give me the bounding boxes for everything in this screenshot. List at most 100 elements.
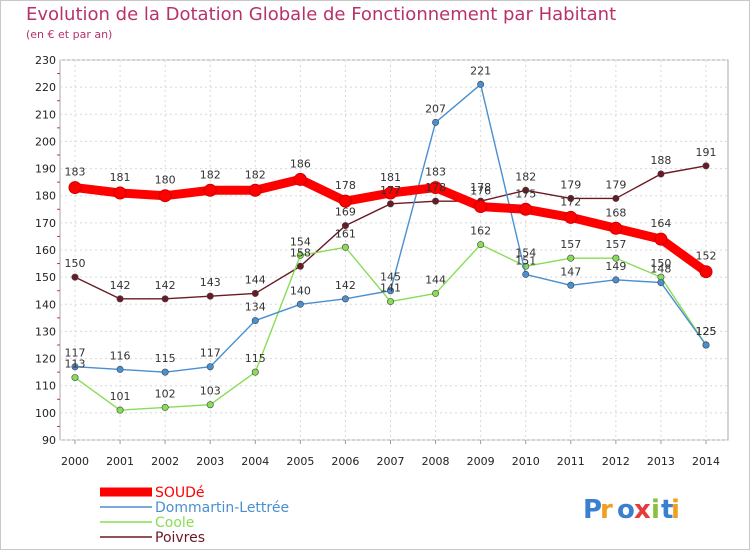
- y-tick-label: 90: [42, 434, 56, 447]
- logo-letter: i: [671, 495, 680, 525]
- data-label: 168: [605, 206, 626, 219]
- data-label: 101: [110, 390, 131, 403]
- series-group: [68, 80, 713, 414]
- data-point: [341, 222, 349, 230]
- data-point: [609, 221, 623, 235]
- legend-label: Poivres: [155, 530, 205, 546]
- data-labels: 183 181 180 182 182 186 178 181 183 176 175 172 168 1…: [65, 64, 717, 403]
- data-point: [657, 170, 665, 178]
- data-label: 180: [155, 174, 176, 187]
- data-point: [203, 183, 217, 197]
- data-point: [251, 317, 259, 325]
- data-label: 149: [605, 260, 626, 273]
- x-tick-label: 2003: [196, 455, 224, 468]
- data-label: 154: [290, 235, 311, 248]
- proxiti-logo: Pr o x i ti: [583, 495, 680, 525]
- logo-letter: o: [617, 495, 635, 525]
- data-point: [386, 287, 394, 295]
- data-point: [341, 295, 349, 303]
- legend-label: Dommartin-Lettrée: [155, 500, 289, 516]
- data-point: [68, 181, 82, 195]
- data-point: [71, 374, 79, 382]
- data-point: [248, 183, 262, 197]
- data-label: 179: [560, 178, 581, 191]
- data-label: 152: [696, 250, 717, 263]
- data-label: 141: [380, 282, 401, 295]
- data-point: [116, 365, 124, 373]
- data-point: [386, 200, 394, 208]
- data-label: 117: [65, 347, 86, 360]
- x-tick-label: 2014: [692, 455, 720, 468]
- x-tick-label: 2007: [377, 455, 405, 468]
- data-point: [564, 210, 578, 224]
- data-label: 182: [200, 168, 221, 181]
- data-label: 188: [650, 154, 671, 167]
- data-point: [206, 363, 214, 371]
- y-tick-label: 160: [35, 244, 56, 257]
- y-tick-label: 220: [35, 81, 56, 94]
- data-point: [161, 368, 169, 376]
- x-tick-label: 2002: [151, 455, 179, 468]
- data-label: 144: [425, 273, 446, 286]
- data-label: 181: [380, 171, 401, 184]
- logo-letter: P: [583, 495, 602, 525]
- data-label: 150: [65, 257, 86, 270]
- data-point: [432, 118, 440, 126]
- legend-label: Coole: [155, 515, 194, 531]
- data-point: [251, 289, 259, 297]
- data-point: [341, 243, 349, 251]
- data-point: [296, 251, 304, 259]
- y-tick-label: 150: [35, 271, 56, 284]
- y-axis-ticks: 90 100 110 120 130 140 150 160 170 180 190 200 210 22…: [35, 54, 56, 447]
- y-tick-label: 100: [35, 407, 56, 420]
- logo-letter: r: [600, 495, 613, 525]
- data-label: 182: [515, 170, 536, 183]
- data-label: 178: [425, 181, 446, 194]
- data-point: [251, 368, 259, 376]
- x-tick-label: 2013: [647, 455, 675, 468]
- data-point: [567, 254, 575, 262]
- data-point: [432, 197, 440, 205]
- chart-subtitle: (en € et par an): [26, 28, 113, 41]
- data-point: [158, 189, 172, 203]
- data-point: [477, 241, 485, 249]
- data-label: 115: [245, 352, 266, 365]
- data-point: [386, 298, 394, 306]
- data-label: 157: [605, 238, 626, 251]
- x-tick-label: 2006: [331, 455, 359, 468]
- data-point: [612, 276, 620, 284]
- data-label: 164: [650, 217, 671, 230]
- y-tick-label: 190: [35, 163, 56, 176]
- data-label: 177: [380, 184, 401, 197]
- data-point: [384, 186, 397, 200]
- data-point: [206, 401, 214, 409]
- data-label: 186: [290, 157, 311, 170]
- data-label: 148: [650, 263, 671, 276]
- data-label: 183: [65, 166, 86, 179]
- data-point: [113, 186, 127, 200]
- axes: [57, 73, 707, 444]
- data-label: 144: [245, 273, 266, 286]
- data-label: 125: [696, 325, 717, 338]
- data-label: 207: [425, 102, 446, 115]
- data-point: [612, 254, 620, 262]
- y-tick-label: 230: [35, 54, 56, 67]
- data-point: [116, 406, 124, 414]
- chart-title: Evolution de la Dotation Globale de Fonc…: [26, 4, 617, 25]
- x-tick-label: 2004: [241, 455, 269, 468]
- data-label: 183: [425, 166, 446, 179]
- data-label: 175: [515, 187, 536, 200]
- data-label: 115: [155, 352, 176, 365]
- data-point: [702, 341, 710, 349]
- data-label: 147: [560, 265, 581, 278]
- data-label: 125: [696, 325, 717, 338]
- data-point: [657, 279, 665, 287]
- data-label: 221: [470, 64, 491, 77]
- data-point: [296, 300, 304, 308]
- x-tick-label: 2010: [512, 455, 540, 468]
- data-label: 145: [380, 271, 401, 284]
- data-point: [519, 202, 533, 216]
- data-label: 158: [290, 246, 311, 259]
